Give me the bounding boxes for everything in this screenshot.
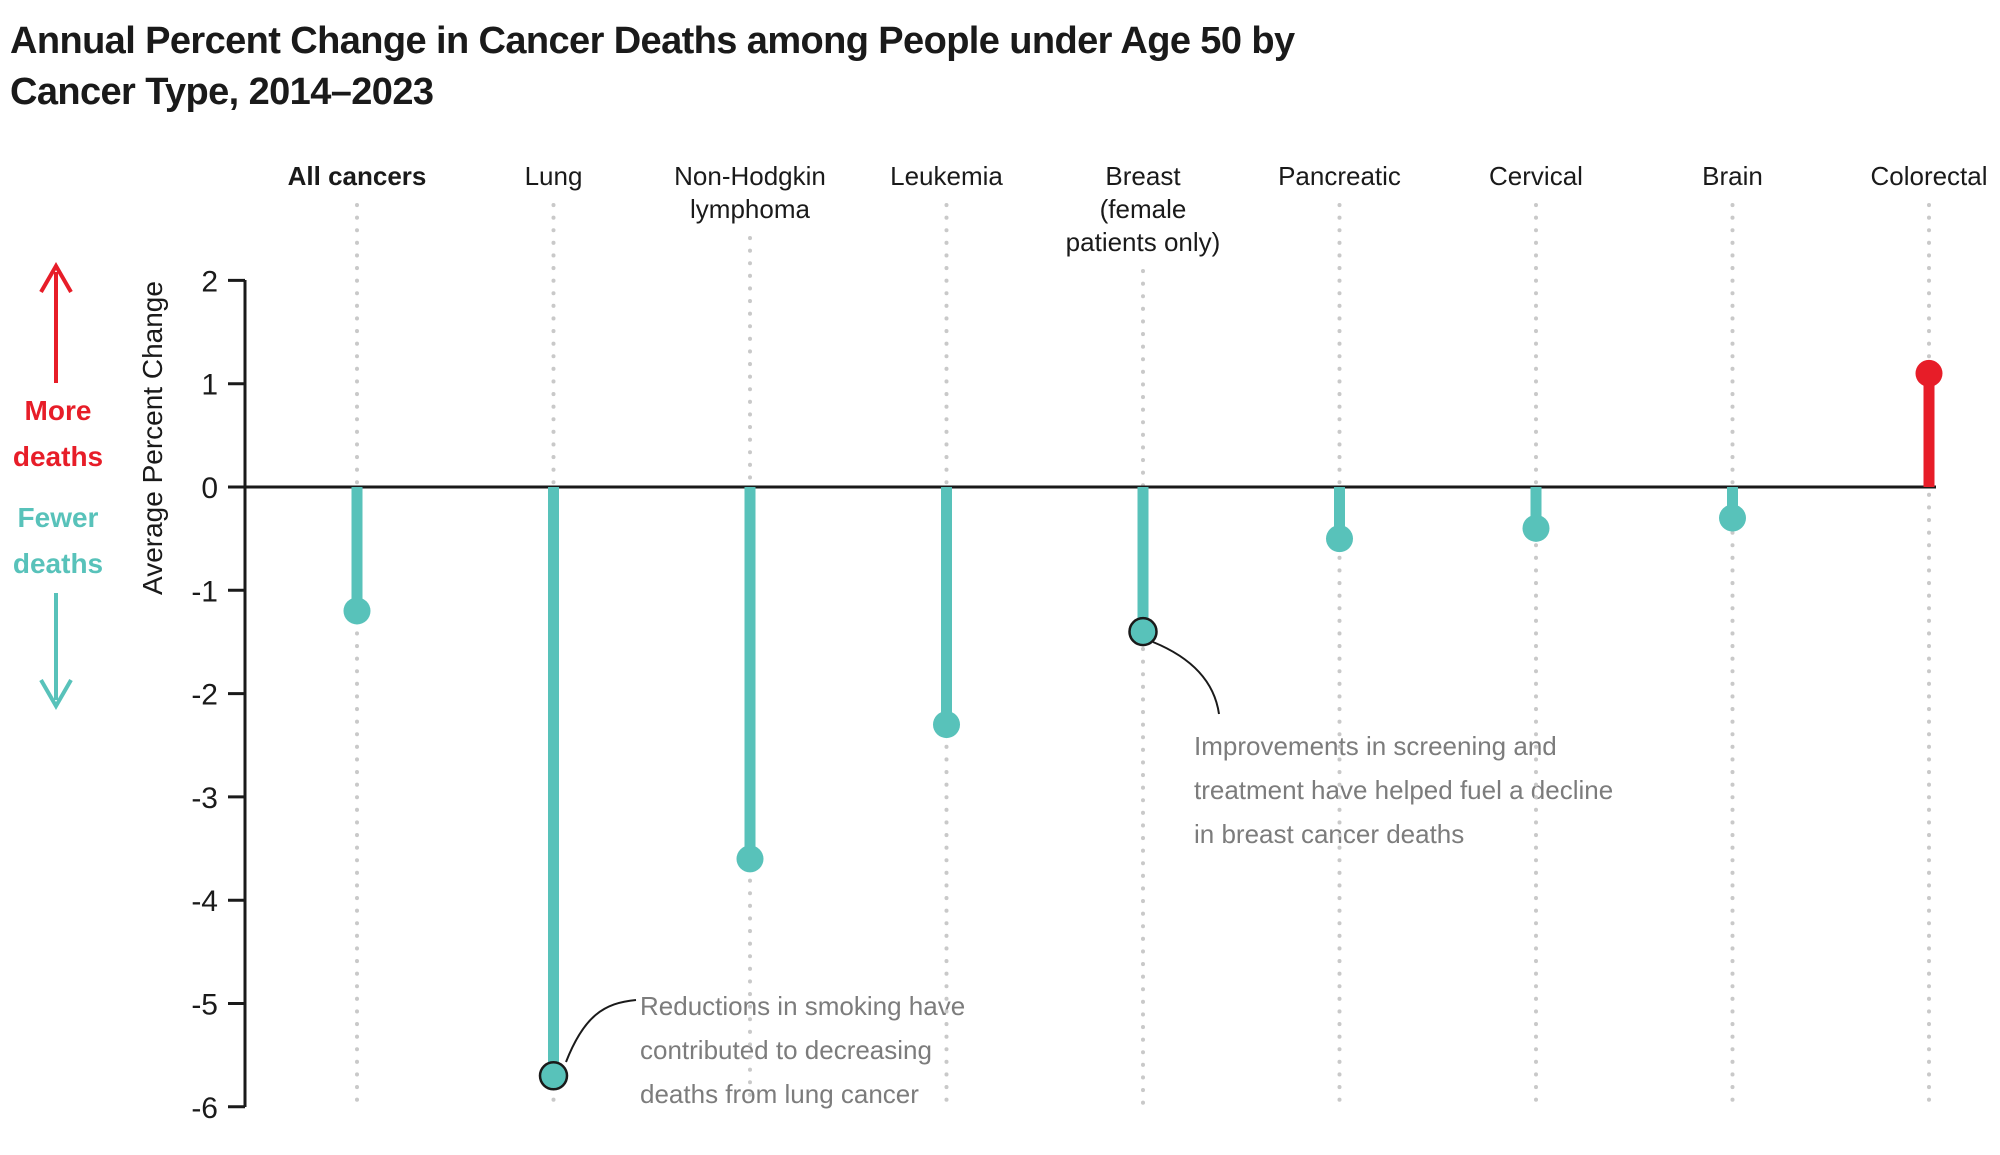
category-label: (female — [1100, 194, 1187, 224]
y-tick-label: -4 — [191, 885, 218, 918]
category-label: Pancreatic — [1278, 161, 1401, 191]
chart-title-line-2: Cancer Type, 2014–2023 — [10, 71, 434, 113]
category-label: Lung — [525, 161, 583, 191]
category-label: Colorectal — [1870, 161, 1987, 191]
lollipop-dot — [933, 711, 960, 739]
y-tick-label: 2 — [201, 265, 218, 298]
lollipop-dot — [1326, 525, 1353, 553]
category-label: Leukemia — [890, 161, 1003, 191]
more-deaths-arrow-icon — [39, 261, 73, 383]
category-label: All cancers — [288, 161, 427, 191]
category-label: Brain — [1702, 161, 1763, 191]
category-label: patients only) — [1066, 227, 1221, 257]
y-tick-label: -2 — [191, 679, 218, 712]
fewer-deaths-label: Fewer deaths — [12, 502, 104, 579]
lollipop-dot — [1128, 616, 1158, 647]
category-label: lymphoma — [690, 194, 810, 224]
category-label: Cervical — [1489, 161, 1583, 191]
lollipop-dot — [1719, 504, 1746, 532]
lollipop-dot — [1522, 514, 1550, 542]
y-tick-label: 1 — [201, 369, 218, 402]
y-tick-label: 0 — [201, 472, 218, 505]
y-tick-label: -5 — [191, 989, 218, 1022]
y-tick-label: -6 — [191, 1092, 218, 1125]
lollipop-dot — [736, 845, 764, 873]
y-tick-label: -1 — [191, 575, 218, 608]
chart-title-line-1: Annual Percent Change in Cancer Deaths a… — [10, 20, 1295, 62]
chart-title: Annual Percent Change in Cancer Deaths a… — [10, 16, 1570, 118]
breast-annotation-connector — [1152, 641, 1220, 715]
category-label: Non-Hodgkin — [674, 161, 826, 191]
lollipop-dot — [343, 597, 371, 625]
lollipop-dot — [1915, 359, 1943, 387]
fewer-deaths-arrow-icon — [39, 593, 73, 711]
category-label: Breast — [1105, 161, 1181, 191]
lung-annotation-connector — [565, 999, 637, 1063]
more-deaths-label: More deaths — [12, 395, 104, 472]
breast-annotation-text: Improvements in screening and treatment … — [1194, 731, 1614, 849]
y-tick-label: -3 — [191, 782, 218, 815]
lollipop-dot — [538, 1061, 569, 1091]
lung-annotation-text: Reductions in smoking have contributed t… — [640, 991, 966, 1109]
